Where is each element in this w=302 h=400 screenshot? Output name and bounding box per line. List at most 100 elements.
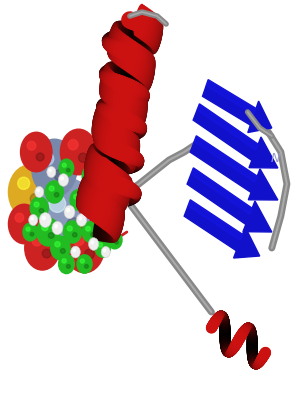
Ellipse shape [150,23,159,54]
Ellipse shape [111,30,120,61]
Ellipse shape [113,143,122,174]
Ellipse shape [124,39,133,71]
Ellipse shape [85,149,95,180]
Ellipse shape [129,22,138,53]
Ellipse shape [62,163,66,167]
Ellipse shape [116,102,125,134]
Ellipse shape [101,210,111,241]
Ellipse shape [150,16,159,47]
Ellipse shape [109,167,120,198]
Ellipse shape [137,96,146,128]
Ellipse shape [135,94,144,125]
Ellipse shape [110,102,119,134]
Ellipse shape [112,180,123,211]
Polygon shape [248,101,272,132]
Ellipse shape [102,116,111,148]
Ellipse shape [100,102,109,134]
Ellipse shape [85,148,94,179]
Ellipse shape [79,176,89,206]
Polygon shape [203,80,256,125]
Ellipse shape [90,153,99,184]
Ellipse shape [113,211,124,242]
Ellipse shape [93,177,103,208]
Ellipse shape [114,175,122,185]
Ellipse shape [103,162,113,193]
Ellipse shape [78,176,88,206]
Ellipse shape [94,103,103,135]
Ellipse shape [98,159,108,190]
Ellipse shape [18,177,30,190]
Ellipse shape [85,147,94,179]
Ellipse shape [97,112,106,143]
Ellipse shape [153,21,162,52]
Ellipse shape [108,26,117,58]
Ellipse shape [107,102,116,133]
Ellipse shape [133,102,142,133]
Ellipse shape [30,193,41,204]
Ellipse shape [121,102,130,134]
Ellipse shape [117,35,127,66]
Ellipse shape [145,56,154,87]
Ellipse shape [59,159,74,177]
Ellipse shape [63,221,82,243]
Ellipse shape [131,22,140,54]
Ellipse shape [130,138,139,169]
Ellipse shape [67,209,69,212]
Ellipse shape [136,6,145,37]
Ellipse shape [109,22,118,53]
Ellipse shape [89,144,98,175]
Ellipse shape [103,102,112,134]
Ellipse shape [125,102,134,134]
Ellipse shape [95,177,105,208]
Ellipse shape [108,62,117,93]
Ellipse shape [108,102,117,133]
Ellipse shape [110,22,119,53]
Ellipse shape [131,102,140,133]
Ellipse shape [122,202,124,204]
Ellipse shape [24,225,32,233]
Ellipse shape [115,79,124,111]
Ellipse shape [122,179,132,210]
Polygon shape [248,169,278,200]
Ellipse shape [146,13,156,44]
Ellipse shape [101,67,110,99]
Ellipse shape [85,185,88,188]
Ellipse shape [145,55,154,86]
Ellipse shape [130,137,139,168]
Ellipse shape [108,231,122,249]
Ellipse shape [90,143,99,174]
Ellipse shape [108,24,117,55]
Ellipse shape [108,22,118,54]
Ellipse shape [110,28,119,59]
Ellipse shape [117,143,126,174]
Ellipse shape [89,189,99,220]
Ellipse shape [146,23,156,54]
Ellipse shape [86,187,96,217]
Ellipse shape [114,210,124,241]
Ellipse shape [114,209,124,240]
Ellipse shape [120,129,129,160]
Ellipse shape [100,65,109,96]
Ellipse shape [126,133,135,164]
Ellipse shape [131,91,140,122]
Ellipse shape [101,215,116,233]
Ellipse shape [144,11,153,42]
Polygon shape [249,137,278,168]
Ellipse shape [95,143,104,174]
Ellipse shape [93,209,104,240]
Ellipse shape [67,226,72,231]
Ellipse shape [100,66,109,97]
Ellipse shape [139,50,148,81]
Ellipse shape [65,223,104,273]
Ellipse shape [68,140,78,150]
Ellipse shape [99,102,108,134]
Ellipse shape [98,178,108,209]
Ellipse shape [79,200,83,205]
Ellipse shape [138,98,147,130]
Ellipse shape [85,264,88,268]
Ellipse shape [128,136,137,167]
Ellipse shape [146,58,155,89]
Ellipse shape [60,129,97,175]
Ellipse shape [111,211,122,242]
Ellipse shape [136,94,145,126]
